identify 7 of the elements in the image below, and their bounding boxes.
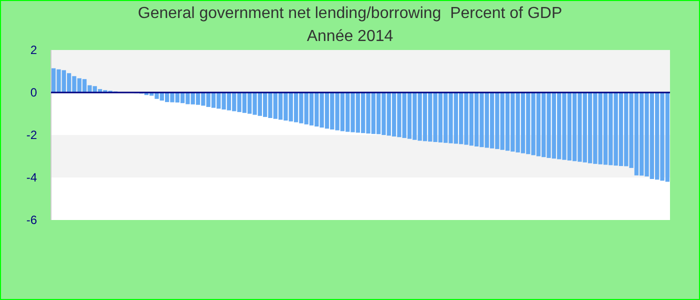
- chart-subtitle: Année 2014: [306, 28, 394, 45]
- y-tick-label: -4: [26, 170, 38, 184]
- y-tick-label: 0: [30, 85, 38, 100]
- y-tick-label: 2: [30, 42, 38, 57]
- y-tick-label: -6: [26, 212, 38, 227]
- chart-title: General government net lending/borrowing Percent of GDP: [138, 5, 562, 22]
- y-tick-label: -2: [26, 128, 38, 142]
